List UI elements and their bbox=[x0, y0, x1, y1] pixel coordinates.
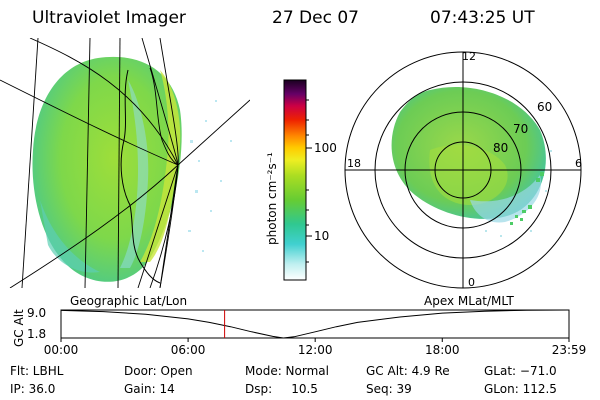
mlat-label-80: 80 bbox=[493, 141, 508, 155]
glon-value: GLon: 112.5 bbox=[484, 382, 557, 396]
colorbar-units-label: photon cm⁻²s⁻¹ bbox=[265, 152, 279, 245]
mlat-label-60: 60 bbox=[537, 100, 552, 114]
geographic-caption: Geographic Lat/Lon bbox=[70, 294, 188, 308]
instrument-title: Ultraviolet Imager bbox=[32, 8, 186, 28]
image-date: 27 Dec 07 bbox=[272, 8, 359, 28]
mlat-label-70: 70 bbox=[513, 122, 528, 136]
mlt-label-noon: 12 bbox=[462, 50, 476, 63]
altitude-series-line bbox=[60, 309, 570, 339]
chart-xtick-label: 00:00 bbox=[43, 343, 79, 357]
filter-value: Flt: LBHL bbox=[10, 364, 64, 378]
dsp-value: Dsp: 10.5 bbox=[245, 382, 318, 396]
mlt-label-dusk: 18 bbox=[347, 157, 361, 170]
colorbar-tick-100: 100 bbox=[314, 141, 337, 155]
chart-xtick-label: 18:00 bbox=[424, 343, 460, 357]
chart-xtick-label: 23:59 bbox=[551, 343, 587, 357]
seq-value: Seq: 39 bbox=[366, 382, 412, 396]
chart-ylabel: GC Alt bbox=[12, 309, 26, 347]
image-time: 07:43:25 UT bbox=[430, 8, 535, 28]
gc-alt-value: GC Alt: 4.9 Re bbox=[366, 364, 450, 378]
chart-ytick-top: 9.0 bbox=[27, 306, 47, 320]
altitude-chart bbox=[60, 309, 570, 342]
glat-value: GLat: −71.0 bbox=[484, 364, 557, 378]
colorbar bbox=[283, 79, 307, 281]
mode-value: Mode: Normal bbox=[245, 364, 329, 378]
chart-ytick-bottom: 1.8 bbox=[27, 327, 47, 341]
gain-value: Gain: 14 bbox=[124, 382, 175, 396]
mlt-label-dawn: 6 bbox=[575, 157, 582, 170]
apex-caption: Apex MLat/MLT bbox=[424, 294, 514, 308]
geographic-image bbox=[0, 38, 250, 288]
colorbar-tick-10: 10 bbox=[314, 229, 330, 243]
door-value: Door: Open bbox=[124, 364, 193, 378]
colorbar-ticks bbox=[306, 99, 312, 263]
chart-xtick-label: 12:00 bbox=[297, 343, 333, 357]
mlt-label-midnight: 0 bbox=[468, 276, 475, 289]
polar-image bbox=[344, 51, 582, 289]
chart-xtick-label: 06:00 bbox=[170, 343, 206, 357]
ip-value: IP: 36.0 bbox=[10, 382, 56, 396]
